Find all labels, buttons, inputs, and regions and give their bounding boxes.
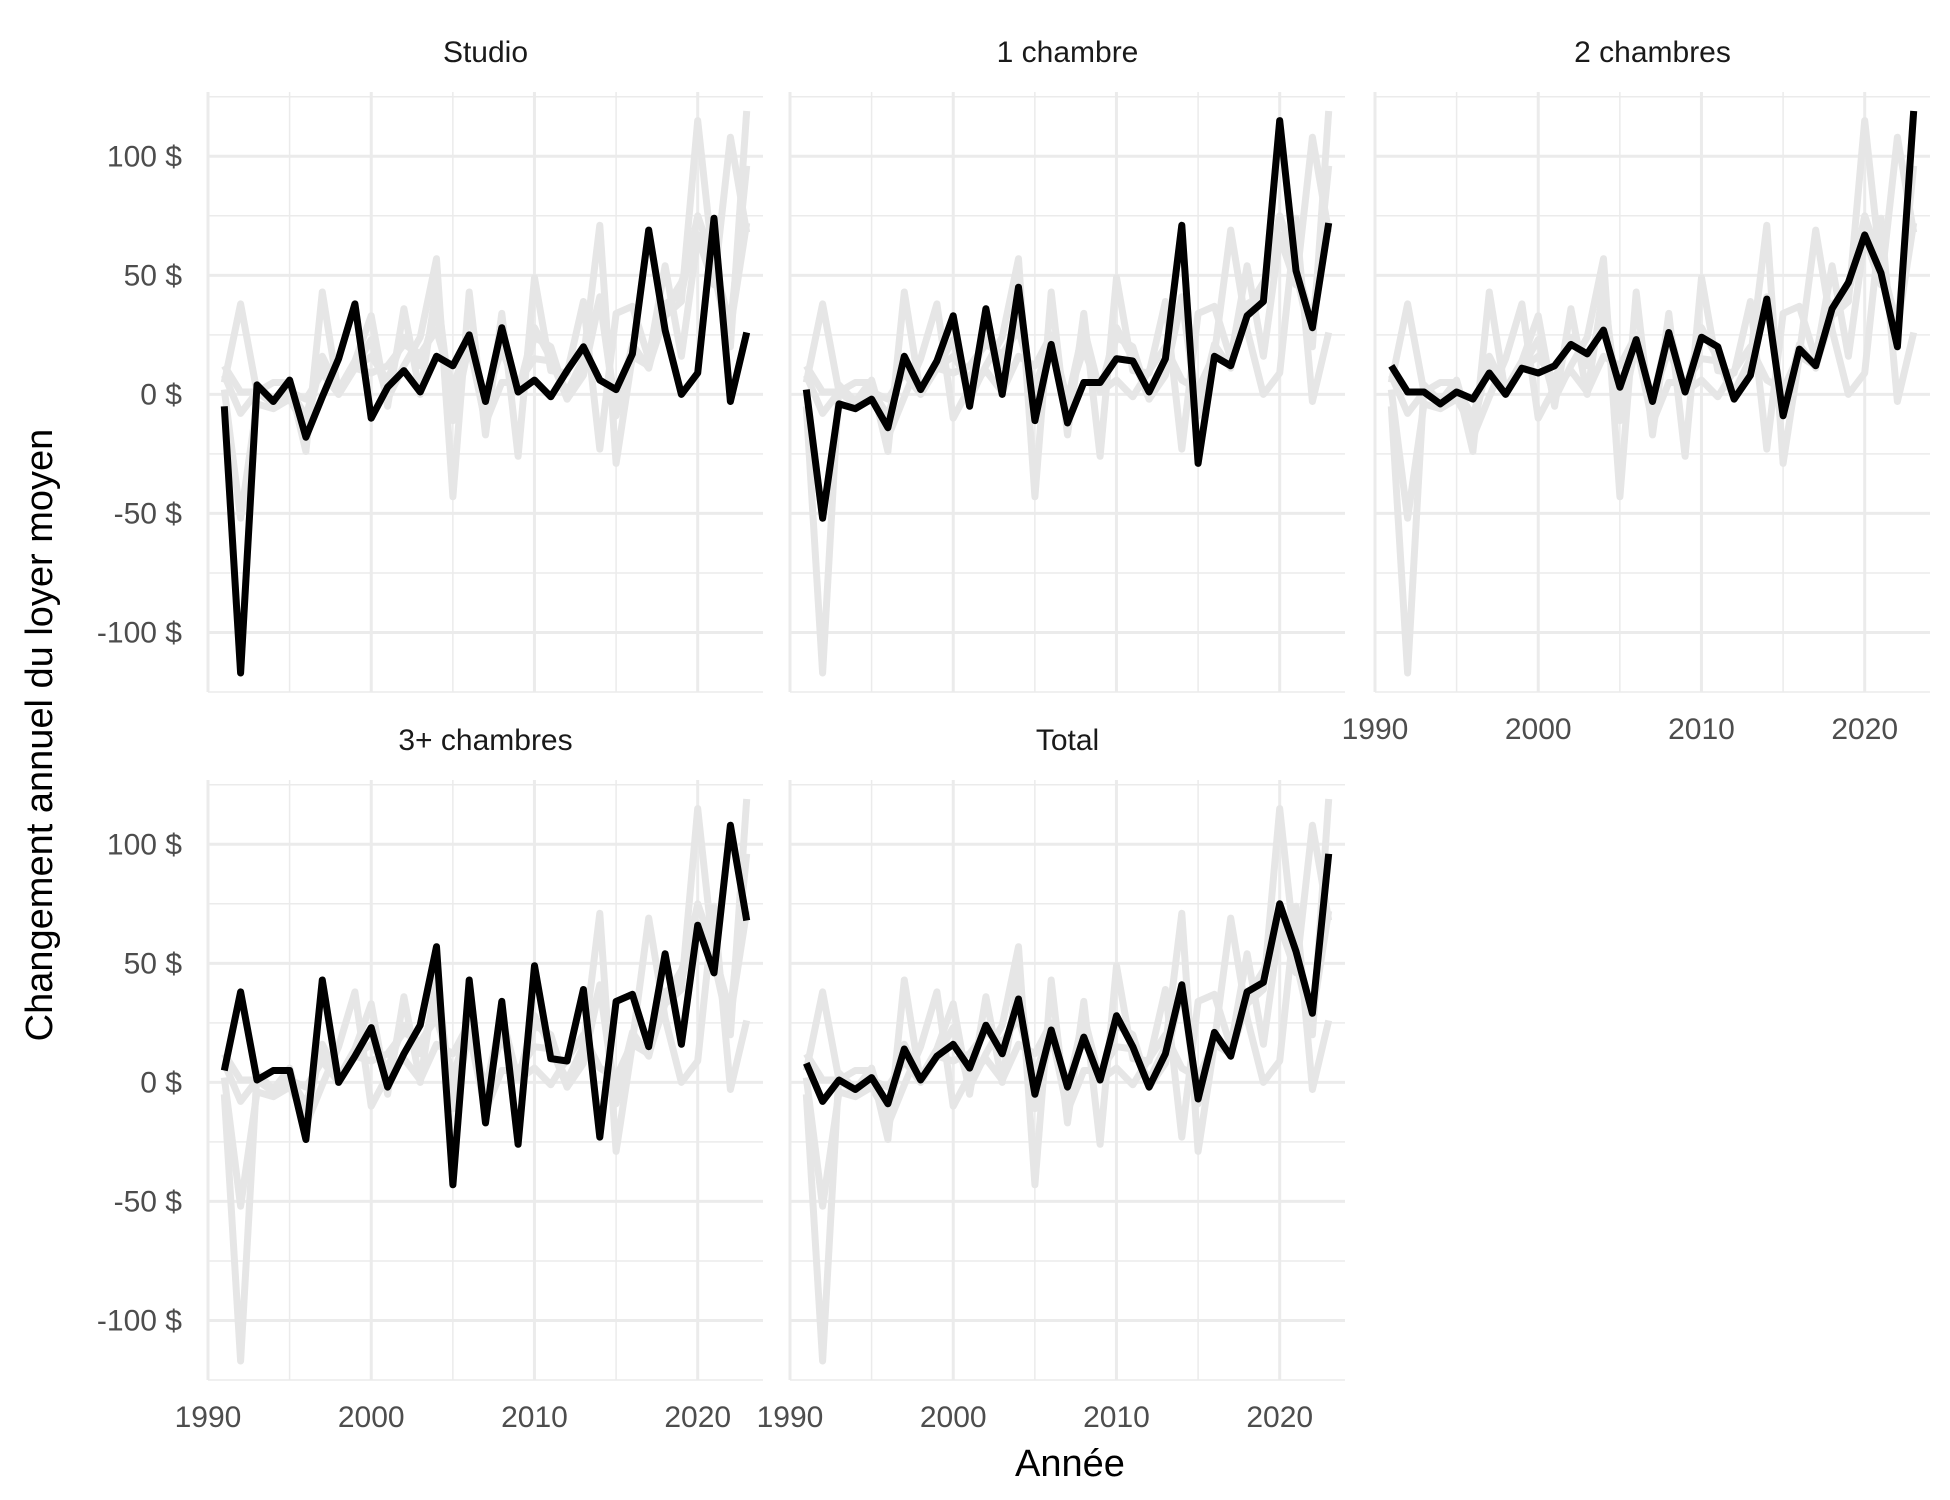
y-tick-label: 50 $ <box>124 259 183 292</box>
x-tick-label: 2010 <box>501 1401 568 1434</box>
x-tick-label: 2000 <box>1505 713 1572 746</box>
x-tick-label: 2020 <box>1831 713 1898 746</box>
y-tick-label: -100 $ <box>97 616 182 649</box>
x-tick-label: 1990 <box>757 1401 824 1434</box>
y-tick-label: -100 $ <box>97 1304 182 1337</box>
x-tick-label: 2020 <box>1246 1401 1313 1434</box>
background-series-line <box>802 805 1333 1210</box>
panel-title-3-chambres: 3+ chambres <box>398 724 572 757</box>
x-tick-label: 2000 <box>920 1401 987 1434</box>
panel-title-1-chambre: 1 chambre <box>997 36 1139 69</box>
y-axis-title: Changement annuel du loyer moyen <box>19 429 61 1042</box>
panel-title-studio: Studio <box>443 36 528 69</box>
series-line-2-chambres <box>1388 110 1918 420</box>
series-line-total <box>803 853 1333 1108</box>
background-series-line <box>220 117 751 522</box>
x-tick-label: 2000 <box>338 1401 405 1434</box>
x-tick-label: 2020 <box>664 1401 731 1434</box>
series-line-3-chambres <box>220 821 751 1189</box>
series-line-studio <box>220 214 751 677</box>
background-series-line <box>1387 117 1918 522</box>
panel-title-total: Total <box>1036 724 1099 757</box>
y-tick-label: 0 $ <box>140 1066 182 1099</box>
background-series-line <box>802 117 1333 522</box>
y-tick-label: 50 $ <box>124 947 183 980</box>
x-tick-label: 2010 <box>1668 713 1735 746</box>
y-tick-label: -50 $ <box>114 1185 183 1218</box>
y-tick-label: 100 $ <box>107 140 182 173</box>
highlighted-series-layer <box>220 110 1918 1189</box>
y-tick-label: -50 $ <box>114 497 183 530</box>
background-series-line <box>220 805 751 1210</box>
series-line-1-chambre <box>802 117 1333 522</box>
panel-title-2-chambres: 2 chambres <box>1574 36 1731 69</box>
x-tick-label: 1990 <box>175 1401 242 1434</box>
y-tick-label: 0 $ <box>140 378 182 411</box>
y-tick-label: 100 $ <box>107 828 182 861</box>
x-tick-label: 1990 <box>1342 713 1409 746</box>
x-axis-title: Année <box>1015 1443 1125 1485</box>
x-tick-label: 2010 <box>1083 1401 1150 1434</box>
text-layer: Studio -100 $ -50 $ 0 $ 50 $ 100 $ 1 chambre 2 … <box>97 36 1898 1434</box>
